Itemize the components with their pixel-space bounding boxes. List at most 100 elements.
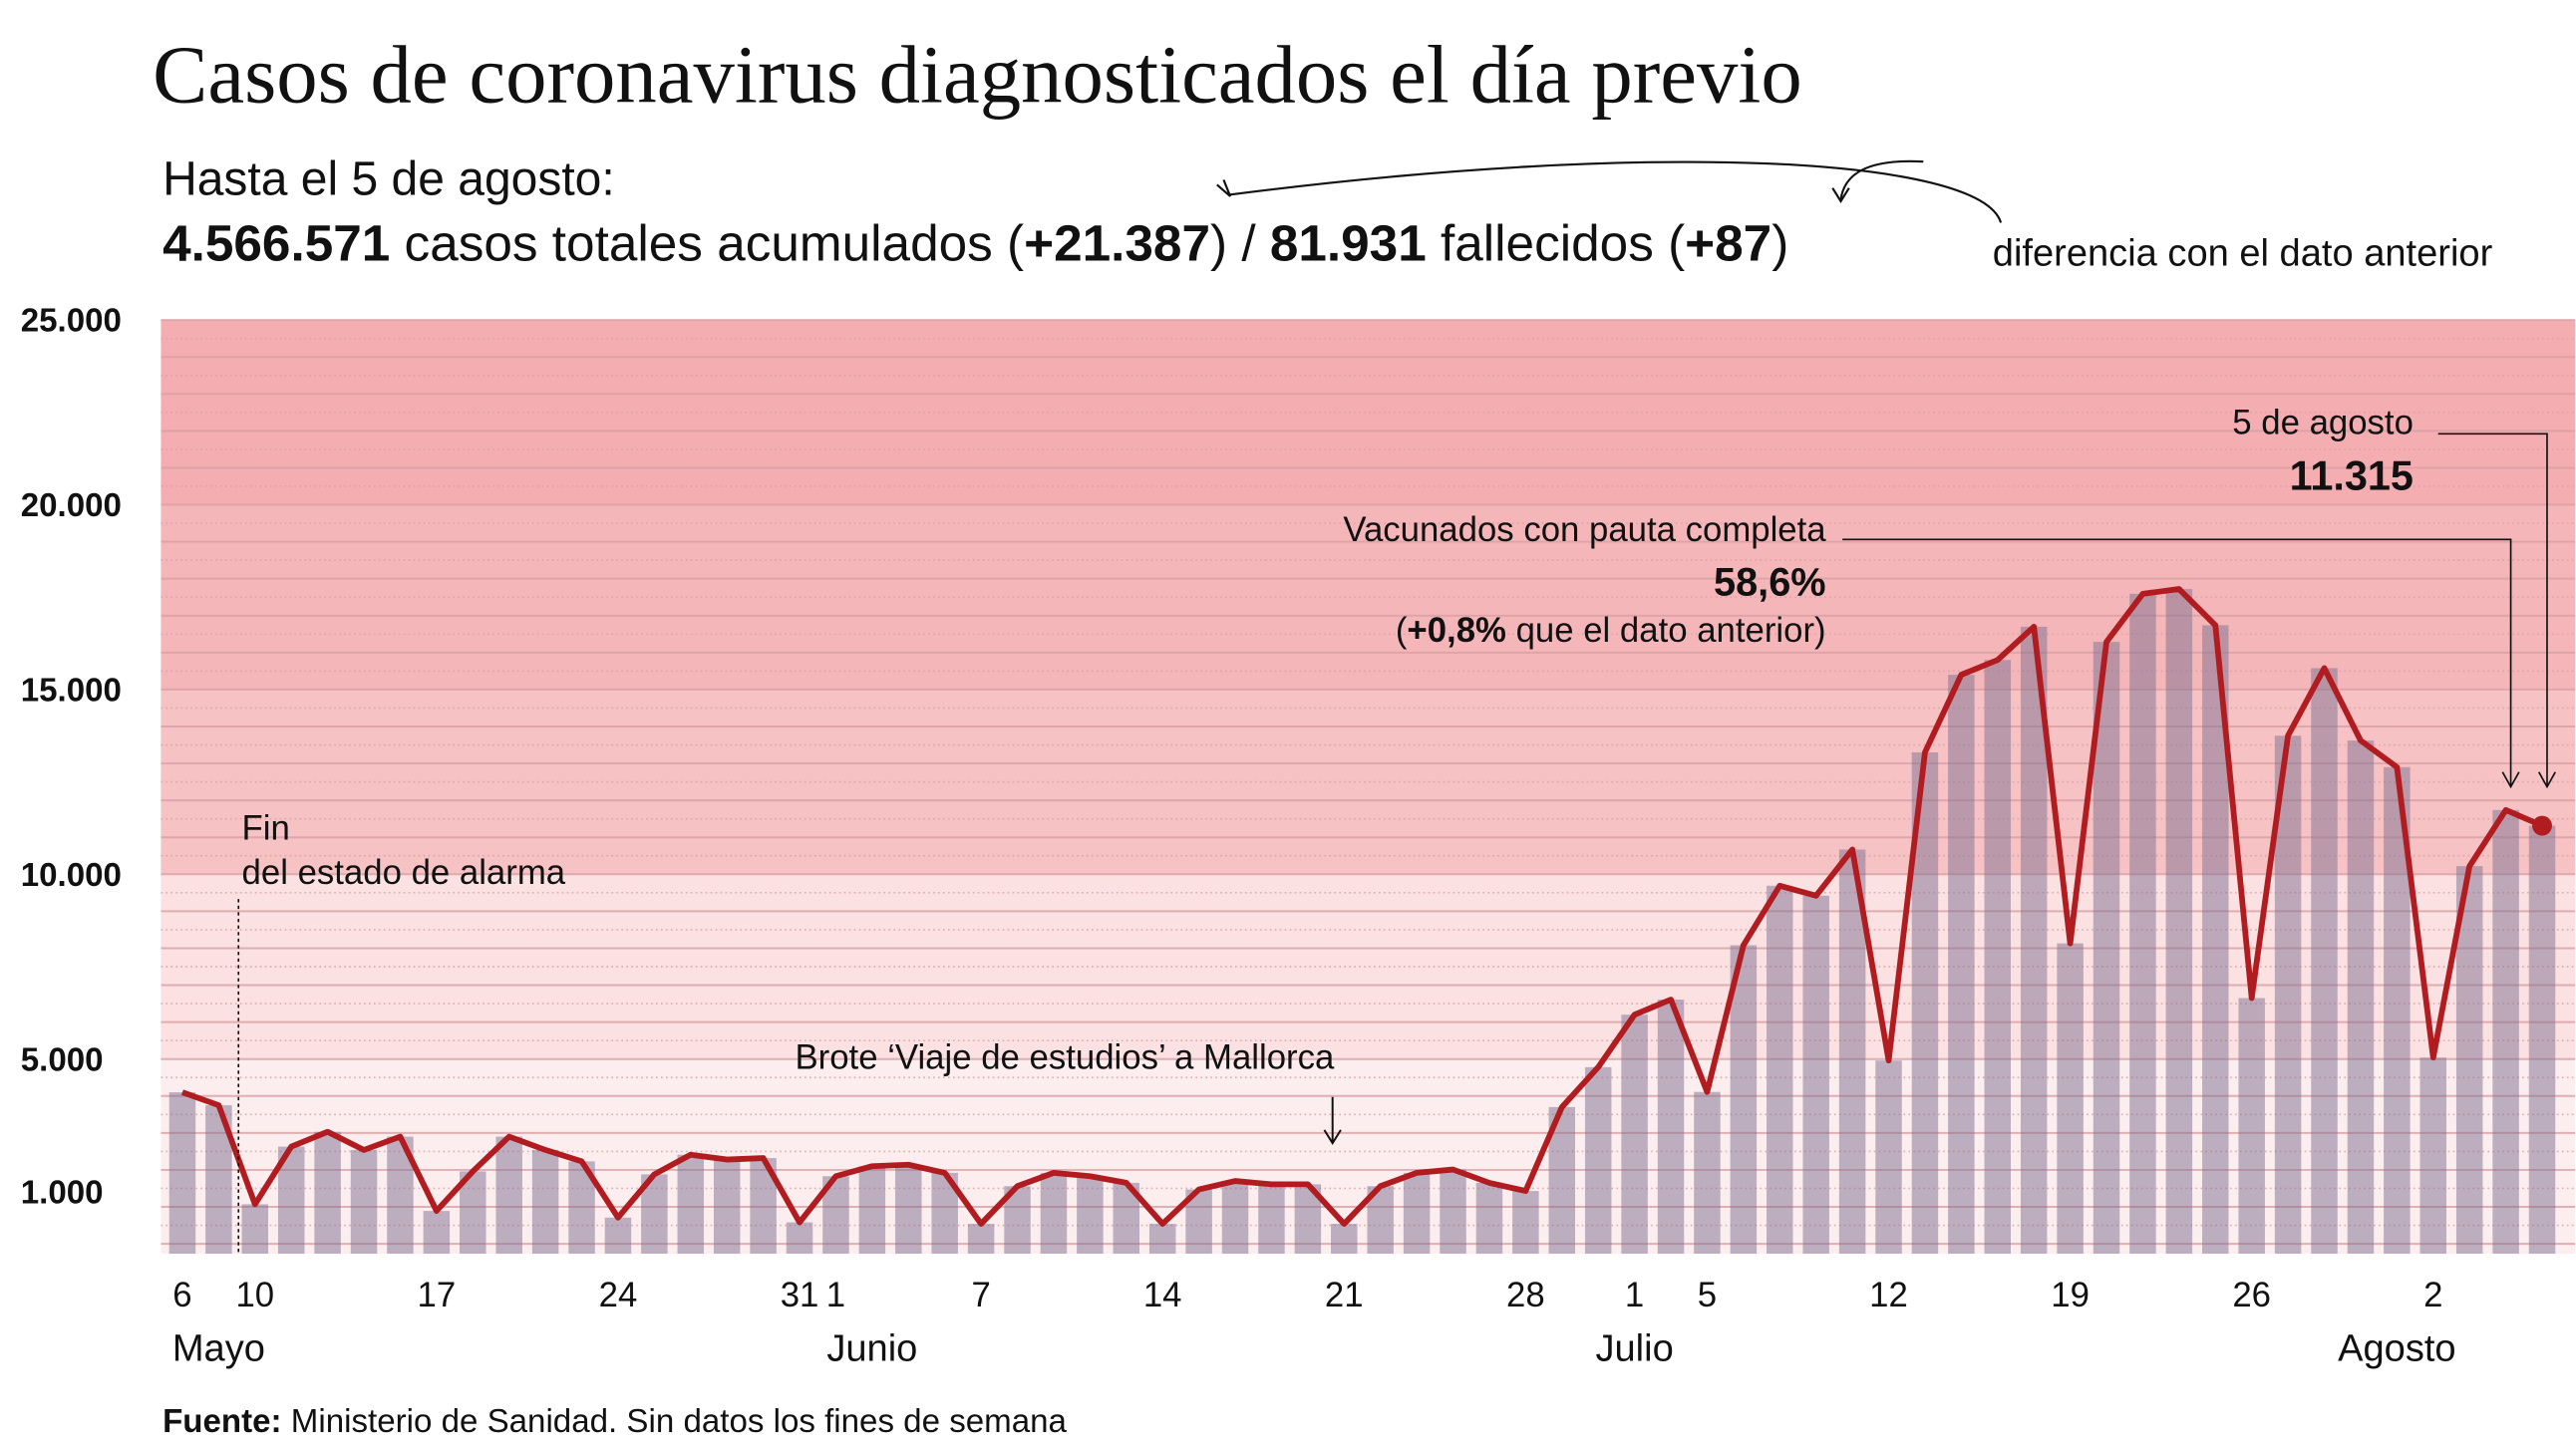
bar — [1948, 675, 1975, 1255]
chart-title: Casos de coronavirus diagnosticados el d… — [153, 29, 1802, 121]
bar — [1875, 1060, 1902, 1255]
bar — [241, 1204, 269, 1255]
month-label: Julio — [1595, 1328, 1673, 1370]
bar — [2129, 593, 2156, 1255]
bar — [2165, 589, 2193, 1255]
month-label: Junio — [826, 1328, 917, 1370]
bar — [1730, 945, 1758, 1255]
bar — [1148, 1224, 1176, 1255]
bar — [2020, 626, 2048, 1255]
source-text: Ministerio de Sanidad. Sin datos los fin… — [282, 1403, 1068, 1440]
diff-arrow-deaths — [1839, 159, 1924, 200]
total-deaths: 81.931 — [1270, 215, 1427, 272]
bar — [1621, 1015, 1648, 1255]
source-note: Fuente: Ministerio de Sanidad. Sin datos… — [162, 1403, 1067, 1440]
arrowhead-icon — [1323, 1129, 1342, 1145]
x-tick-label: 24 — [599, 1277, 638, 1314]
bar — [1802, 895, 1829, 1255]
x-tick-label: 2 — [2423, 1277, 2442, 1314]
y-axis-labels: 1.000 5.000 10.000 15.000 20.000 25.000 — [21, 303, 122, 1212]
outbreak-label: Brote ‘Viaje de estudios’ a Mallorca — [795, 1039, 1335, 1077]
source-label: Fuente: — [162, 1403, 282, 1440]
bar — [2347, 740, 2375, 1255]
x-tick-label: 1 — [826, 1277, 845, 1314]
bar — [314, 1131, 341, 1255]
x-tick-label: 28 — [1506, 1277, 1545, 1314]
summary-date: Hasta el 5 de agosto: — [162, 152, 615, 205]
bar — [495, 1136, 522, 1255]
vacc-leader — [1842, 538, 2512, 785]
bar — [677, 1154, 705, 1255]
vacc-diff: (+0,8% que el dato anterior) — [1396, 612, 1826, 650]
x-tick-label: 12 — [1869, 1277, 1908, 1314]
last-leader — [2437, 433, 2548, 785]
bar — [1077, 1176, 1104, 1255]
last-date-label: 5 de agosto — [2232, 404, 2414, 441]
x-tick-label: 5 — [1698, 1277, 1717, 1314]
summary-totals: 4.566.571 casos totales acumulados (+21.… — [162, 215, 1788, 272]
arrowhead-icon — [2501, 771, 2520, 789]
bar — [895, 1164, 922, 1255]
bar — [168, 1092, 196, 1255]
cases-line — [180, 586, 2552, 1227]
x-tick-label: 19 — [2051, 1277, 2090, 1314]
bar — [967, 1224, 995, 1255]
month-label: Mayo — [172, 1328, 265, 1370]
bar — [1440, 1169, 1466, 1255]
diff-note: diferencia con el dato anterior — [1993, 233, 2493, 275]
vacc-diff-text: que el dato anterior) — [1506, 612, 1826, 650]
y-tick-label: 1.000 — [21, 1175, 104, 1212]
bar — [2419, 1057, 2447, 1255]
x-tick-label: 10 — [235, 1277, 274, 1314]
x-tick-label: 14 — [1143, 1277, 1182, 1314]
x-tick-label: 7 — [971, 1277, 990, 1314]
cases-polyline — [180, 586, 2544, 1227]
bar — [1512, 1191, 1539, 1255]
bar — [2057, 943, 2084, 1255]
bar — [1475, 1182, 1503, 1255]
bar — [531, 1149, 559, 1255]
close-paren: ) — [1771, 215, 1788, 272]
alarm-label-1: Fin — [242, 810, 290, 848]
bar — [2455, 866, 2483, 1255]
arrowhead-icon — [1216, 179, 1232, 197]
sep-text: ) / — [1210, 215, 1270, 272]
y-tick-label: 25.000 — [21, 303, 122, 340]
y-tick-label: 20.000 — [21, 487, 122, 524]
bar — [1657, 999, 1685, 1255]
bar — [858, 1166, 886, 1255]
bar — [423, 1211, 451, 1255]
bar — [786, 1222, 813, 1255]
arrowhead-icon — [1831, 187, 1850, 203]
y-tick-label: 5.000 — [21, 1041, 104, 1078]
bar — [1694, 1091, 1721, 1255]
bar — [2274, 735, 2302, 1255]
bar — [1331, 1224, 1358, 1255]
bar — [604, 1217, 632, 1255]
x-tick-label: 21 — [1325, 1277, 1364, 1314]
x-tick-label: 6 — [172, 1277, 191, 1314]
bar — [2492, 809, 2519, 1255]
y-tick-label: 15.000 — [21, 672, 122, 709]
cases-text: casos totales acumulados ( — [390, 215, 1024, 272]
x-tick-label: 1 — [1625, 1277, 1644, 1314]
x-tick-label: 26 — [2232, 1277, 2271, 1314]
bar — [1984, 660, 2012, 1255]
paren: ( — [1396, 612, 1408, 650]
bar — [2238, 998, 2265, 1255]
bar — [2093, 642, 2120, 1255]
x-tick-label: 31 — [781, 1277, 819, 1314]
bar — [1584, 1066, 1612, 1255]
vacc-label: Vacunados con pauta completa — [1343, 511, 1826, 549]
bar — [713, 1159, 741, 1255]
bar — [2528, 825, 2556, 1255]
bar — [1767, 885, 1793, 1255]
diff-arrow-cases — [1229, 160, 2003, 223]
vacc-value: 58,6% — [1714, 561, 1826, 605]
cases-diff: +21.387 — [1024, 215, 1210, 272]
bar — [1258, 1184, 1285, 1255]
bar — [2311, 668, 2338, 1255]
x-tick-label: 17 — [418, 1277, 457, 1314]
